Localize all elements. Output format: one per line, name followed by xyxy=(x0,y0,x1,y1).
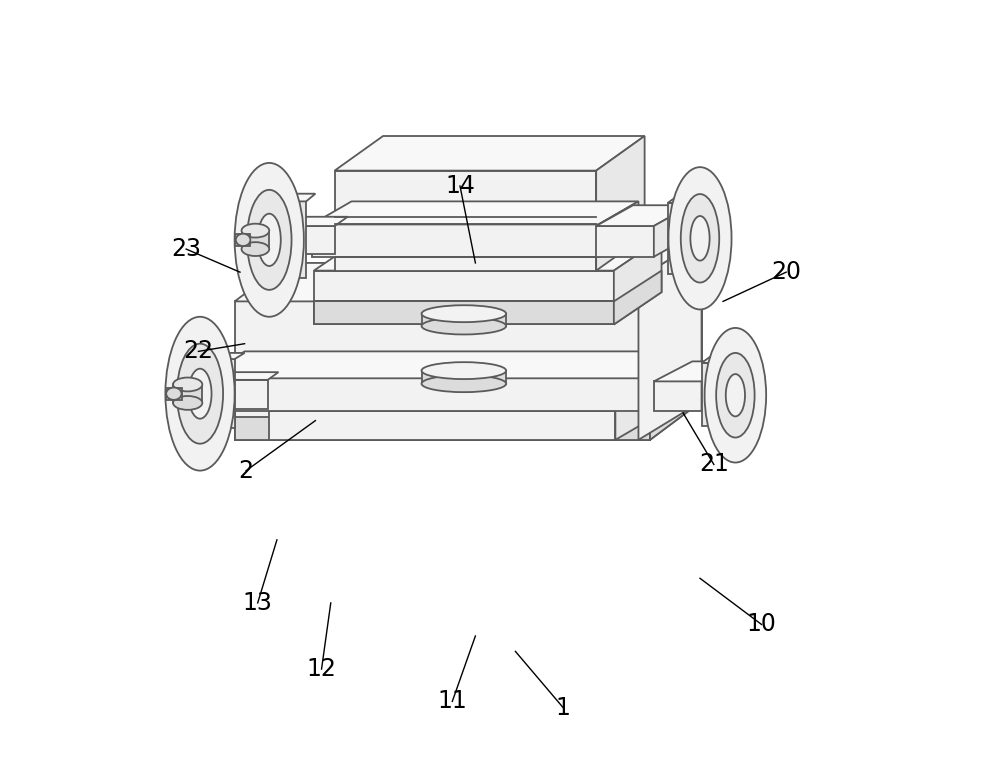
Ellipse shape xyxy=(258,214,281,266)
Polygon shape xyxy=(422,313,506,326)
Ellipse shape xyxy=(705,328,766,462)
Polygon shape xyxy=(654,351,700,411)
Polygon shape xyxy=(335,136,645,171)
Polygon shape xyxy=(596,226,654,257)
Polygon shape xyxy=(614,271,662,324)
Polygon shape xyxy=(596,205,691,226)
Polygon shape xyxy=(615,384,665,440)
Polygon shape xyxy=(702,361,740,411)
Ellipse shape xyxy=(173,396,202,410)
Ellipse shape xyxy=(247,190,292,290)
Ellipse shape xyxy=(422,375,506,392)
Polygon shape xyxy=(198,359,235,428)
Text: 11: 11 xyxy=(437,689,467,713)
Polygon shape xyxy=(235,301,650,440)
Polygon shape xyxy=(265,217,348,226)
Polygon shape xyxy=(265,226,335,254)
Ellipse shape xyxy=(422,362,506,379)
Polygon shape xyxy=(650,263,702,440)
Polygon shape xyxy=(198,351,700,378)
Polygon shape xyxy=(638,225,702,279)
Polygon shape xyxy=(198,378,654,411)
Polygon shape xyxy=(614,239,662,324)
Polygon shape xyxy=(734,355,745,426)
Text: 2: 2 xyxy=(239,459,254,482)
Polygon shape xyxy=(654,361,740,381)
Ellipse shape xyxy=(726,374,745,416)
Ellipse shape xyxy=(681,194,719,283)
Polygon shape xyxy=(314,271,614,324)
Polygon shape xyxy=(702,355,745,363)
Polygon shape xyxy=(314,239,662,271)
Polygon shape xyxy=(242,231,269,249)
Polygon shape xyxy=(269,411,615,440)
Text: 22: 22 xyxy=(183,340,213,364)
Text: 10: 10 xyxy=(747,612,776,636)
Polygon shape xyxy=(198,353,245,359)
Ellipse shape xyxy=(188,369,212,418)
Ellipse shape xyxy=(177,344,223,444)
Ellipse shape xyxy=(236,234,250,246)
Polygon shape xyxy=(198,380,268,409)
Polygon shape xyxy=(598,201,638,257)
Polygon shape xyxy=(654,205,691,257)
Polygon shape xyxy=(166,388,182,400)
Text: 20: 20 xyxy=(771,260,801,284)
Polygon shape xyxy=(650,378,702,440)
Text: 21: 21 xyxy=(699,452,729,476)
Ellipse shape xyxy=(716,353,755,438)
Polygon shape xyxy=(668,203,700,275)
Ellipse shape xyxy=(242,242,269,256)
Text: 23: 23 xyxy=(171,237,201,261)
Ellipse shape xyxy=(166,388,182,400)
Polygon shape xyxy=(668,195,711,203)
Polygon shape xyxy=(269,194,315,201)
Polygon shape xyxy=(312,225,598,257)
Ellipse shape xyxy=(235,163,304,317)
Polygon shape xyxy=(638,240,702,440)
Text: 1: 1 xyxy=(556,696,571,720)
Text: 13: 13 xyxy=(243,591,273,615)
Ellipse shape xyxy=(242,224,269,238)
Ellipse shape xyxy=(422,317,506,334)
Polygon shape xyxy=(702,363,734,426)
Polygon shape xyxy=(314,301,614,324)
Polygon shape xyxy=(235,234,250,246)
Text: 14: 14 xyxy=(445,174,475,198)
Polygon shape xyxy=(654,381,702,411)
Polygon shape xyxy=(235,263,702,301)
Polygon shape xyxy=(235,417,650,440)
Polygon shape xyxy=(422,371,506,384)
Text: 12: 12 xyxy=(307,657,336,681)
Ellipse shape xyxy=(173,378,202,391)
Ellipse shape xyxy=(422,305,506,322)
Ellipse shape xyxy=(690,216,710,261)
Polygon shape xyxy=(700,195,711,275)
Ellipse shape xyxy=(165,317,235,471)
Polygon shape xyxy=(173,384,202,403)
Polygon shape xyxy=(269,201,306,279)
Polygon shape xyxy=(596,136,645,271)
Ellipse shape xyxy=(668,168,732,310)
Polygon shape xyxy=(198,372,278,380)
Polygon shape xyxy=(312,201,638,225)
Polygon shape xyxy=(335,171,596,271)
